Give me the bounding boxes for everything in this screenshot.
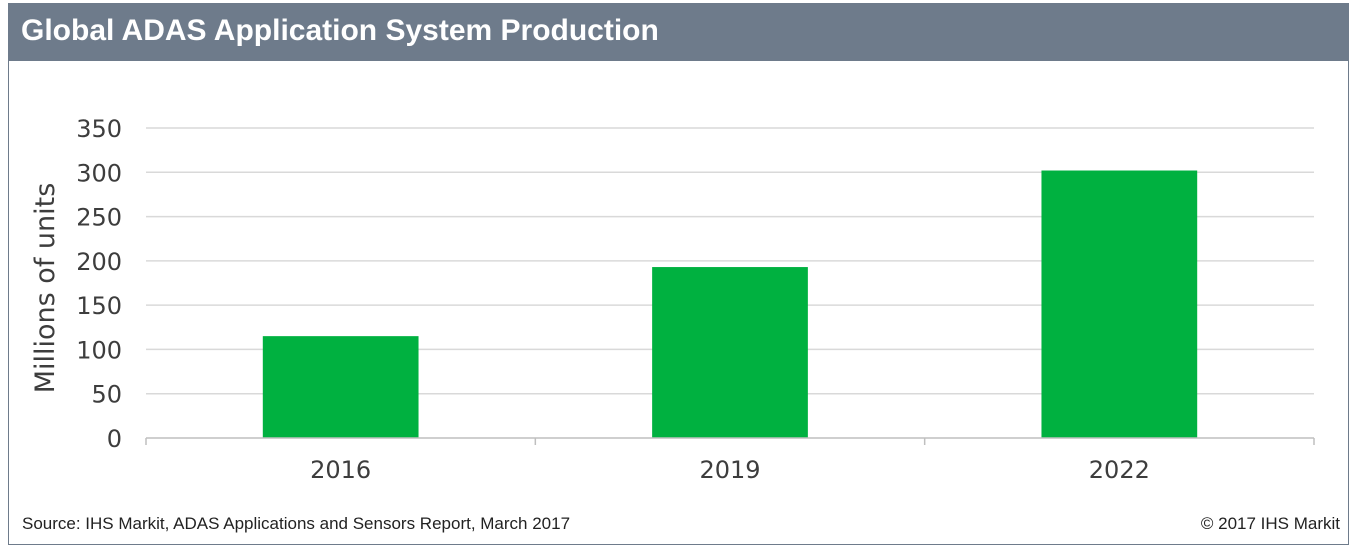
chart-frame: Global ADAS Application System Productio… bbox=[8, 3, 1349, 545]
x-tick-label: 2019 bbox=[699, 456, 760, 481]
labels: 0 50 100 150 200 250 300 350 2016 2019 2022 Million… bbox=[30, 115, 1150, 481]
x-tick-label: 2016 bbox=[310, 456, 371, 481]
y-axis-title: Millions of units bbox=[30, 183, 61, 394]
copyright-note: © 2017 IHS Markit bbox=[1200, 514, 1340, 533]
source-note: Source: IHS Markit, ADAS Applications an… bbox=[22, 514, 571, 533]
bars bbox=[262, 170, 1198, 438]
title-bar: Global ADAS Application System Productio… bbox=[9, 4, 1348, 61]
y-tick-label: 350 bbox=[76, 115, 122, 143]
y-tick-label: 300 bbox=[76, 159, 122, 187]
bar-2019 bbox=[652, 267, 808, 438]
y-tick-label: 100 bbox=[76, 336, 122, 364]
y-tick-label: 150 bbox=[76, 292, 122, 320]
y-tick-label: 50 bbox=[91, 381, 122, 409]
bar-chart: 0 50 100 150 200 250 300 350 2016 2019 2022 Million… bbox=[30, 115, 1315, 481]
x-tick-label: 2022 bbox=[1089, 456, 1150, 481]
axes bbox=[145, 437, 1315, 445]
bar-2022 bbox=[1041, 170, 1198, 438]
bar-2016 bbox=[262, 336, 419, 438]
chart-title: Global ADAS Application System Productio… bbox=[21, 14, 659, 47]
y-tick-label: 200 bbox=[76, 248, 122, 276]
y-tick-label: 0 bbox=[107, 425, 122, 453]
y-tick-label: 250 bbox=[76, 204, 122, 232]
